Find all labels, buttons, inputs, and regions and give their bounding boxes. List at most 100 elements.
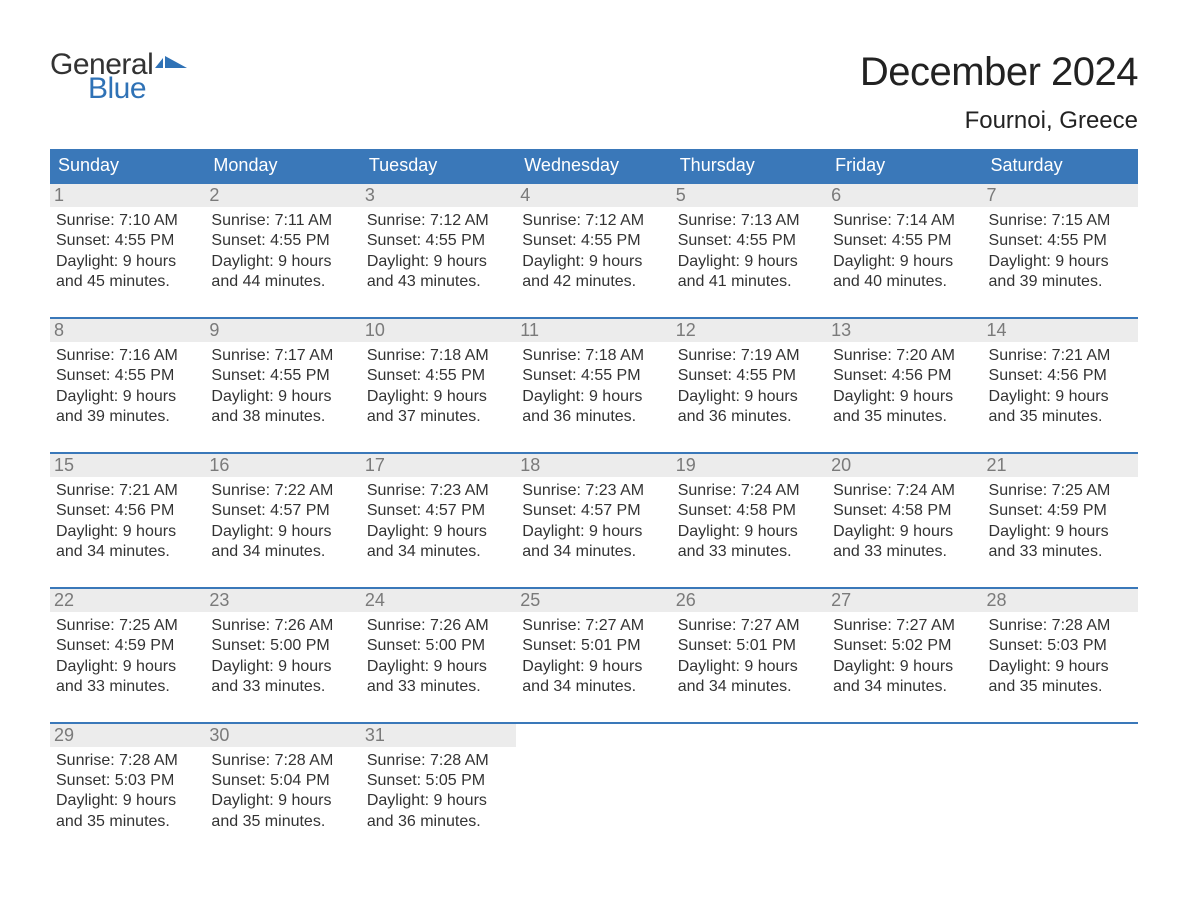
calendar-day: 20 Sunrise: 7:24 AM Sunset: 4:58 PM Dayli… bbox=[827, 454, 982, 563]
calendar-day: 27Sunrise: 7:27 AM Sunset: 5:02 PM Dayli… bbox=[827, 589, 982, 698]
day-details: Sunrise: 7:12 AM Sunset: 4:55 PM Dayligh… bbox=[522, 211, 665, 293]
day-details: Sunrise: 7:15 AM Sunset: 4:55 PM Dayligh… bbox=[989, 211, 1132, 293]
day-number: 17 bbox=[361, 454, 516, 477]
day-details: Sunrise: 7:26 AM Sunset: 5:00 PM Dayligh… bbox=[211, 616, 354, 698]
day-details: Sunrise: 7:28 AM Sunset: 5:05 PM Dayligh… bbox=[367, 751, 510, 833]
calendar-day: 24 Sunrise: 7:26 AM Sunset: 5:00 PM Dayli… bbox=[361, 589, 516, 698]
calendar-day: 4 Sunrise: 7:12 AM Sunset: 4:55 PM Daylig… bbox=[516, 184, 671, 293]
day-number: 8 bbox=[50, 319, 205, 342]
day-details: Sunrise: 7:11 AM Sunset: 4:55 PM Dayligh… bbox=[211, 211, 354, 293]
calendar-day: 6 Sunrise: 7:14 AM Sunset: 4:55 PM Daylig… bbox=[827, 184, 982, 293]
weekday-header: Sunday bbox=[50, 149, 205, 182]
day-number: 16 bbox=[205, 454, 360, 477]
day-number: 23 bbox=[205, 589, 360, 612]
day-details: Sunrise: 7:17 AM Sunset: 4:55 PM Dayligh… bbox=[211, 346, 354, 428]
calendar-day: 23 Sunrise: 7:26 AM Sunset: 5:00 PM Dayli… bbox=[205, 589, 360, 698]
day-number: 24 bbox=[361, 589, 516, 612]
weekday-header: Thursday bbox=[672, 149, 827, 182]
day-number: 10 bbox=[361, 319, 516, 342]
page-title: December 2024 bbox=[860, 50, 1138, 95]
calendar-day: 5 Sunrise: 7:13 AM Sunset: 4:55 PM Daylig… bbox=[672, 184, 827, 293]
calendar-day: 13Sunrise: 7:20 AM Sunset: 4:56 PM Dayli… bbox=[827, 319, 982, 428]
calendar-day: 28 Sunrise: 7:28 AM Sunset: 5:03 PM Dayli… bbox=[983, 589, 1138, 698]
calendar-day: 26 Sunrise: 7:27 AM Sunset: 5:01 PM Dayli… bbox=[672, 589, 827, 698]
calendar-day: 31Sunrise: 7:28 AM Sunset: 5:05 PM Dayli… bbox=[361, 724, 516, 833]
day-details: Sunrise: 7:27 AM Sunset: 5:02 PM Dayligh… bbox=[833, 616, 976, 698]
day-number: 19 bbox=[672, 454, 827, 477]
day-details: Sunrise: 7:22 AM Sunset: 4:57 PM Dayligh… bbox=[211, 481, 354, 563]
day-number: 14 bbox=[983, 319, 1138, 342]
day-number: 9 bbox=[205, 319, 360, 342]
calendar-day: 19 Sunrise: 7:24 AM Sunset: 4:58 PM Dayli… bbox=[672, 454, 827, 563]
day-number: 28 bbox=[983, 589, 1138, 612]
calendar-day: 29 Sunrise: 7:28 AM Sunset: 5:03 PM Dayli… bbox=[50, 724, 205, 833]
logo: General Blue bbox=[50, 50, 189, 104]
day-number: 7 bbox=[983, 184, 1138, 207]
day-number: 11 bbox=[516, 319, 671, 342]
day-number: 4 bbox=[516, 184, 671, 207]
day-details: Sunrise: 7:24 AM Sunset: 4:58 PM Dayligh… bbox=[678, 481, 821, 563]
day-number: 26 bbox=[672, 589, 827, 612]
day-details: Sunrise: 7:26 AM Sunset: 5:00 PM Dayligh… bbox=[367, 616, 510, 698]
day-number: 2 bbox=[205, 184, 360, 207]
day-details: Sunrise: 7:18 AM Sunset: 4:55 PM Dayligh… bbox=[522, 346, 665, 428]
day-details: Sunrise: 7:25 AM Sunset: 4:59 PM Dayligh… bbox=[56, 616, 199, 698]
day-details: Sunrise: 7:28 AM Sunset: 5:04 PM Dayligh… bbox=[211, 751, 354, 833]
day-number: 29 bbox=[50, 724, 205, 747]
day-number: 21 bbox=[983, 454, 1138, 477]
calendar-day: 22 Sunrise: 7:25 AM Sunset: 4:59 PM Dayli… bbox=[50, 589, 205, 698]
day-number: 6 bbox=[827, 184, 982, 207]
calendar-day: 8 Sunrise: 7:16 AM Sunset: 4:55 PM Daylig… bbox=[50, 319, 205, 428]
day-number: 5 bbox=[672, 184, 827, 207]
day-number: 15 bbox=[50, 454, 205, 477]
calendar-day: 25Sunrise: 7:27 AM Sunset: 5:01 PM Dayli… bbox=[516, 589, 671, 698]
calendar-day: 2 Sunrise: 7:11 AM Sunset: 4:55 PM Daylig… bbox=[205, 184, 360, 293]
day-details: Sunrise: 7:21 AM Sunset: 4:56 PM Dayligh… bbox=[989, 346, 1132, 428]
day-details: Sunrise: 7:10 AM Sunset: 4:55 PM Dayligh… bbox=[56, 211, 199, 293]
calendar-week: 15 Sunrise: 7:21 AM Sunset: 4:56 PM Dayli… bbox=[50, 452, 1138, 563]
weekday-header: Saturday bbox=[983, 149, 1138, 182]
day-number: 18 bbox=[516, 454, 671, 477]
day-details: Sunrise: 7:19 AM Sunset: 4:55 PM Dayligh… bbox=[678, 346, 821, 428]
day-details: Sunrise: 7:24 AM Sunset: 4:58 PM Dayligh… bbox=[833, 481, 976, 563]
day-details: Sunrise: 7:21 AM Sunset: 4:56 PM Dayligh… bbox=[56, 481, 199, 563]
calendar-day: 3Sunrise: 7:12 AM Sunset: 4:55 PM Daylig… bbox=[361, 184, 516, 293]
calendar-day: .. bbox=[827, 724, 982, 833]
day-details: Sunrise: 7:16 AM Sunset: 4:55 PM Dayligh… bbox=[56, 346, 199, 428]
calendar-day: 1Sunrise: 7:10 AM Sunset: 4:55 PM Daylig… bbox=[50, 184, 205, 293]
day-number: 13 bbox=[827, 319, 982, 342]
day-number: 30 bbox=[205, 724, 360, 747]
day-number: 22 bbox=[50, 589, 205, 612]
calendar-week: 29 Sunrise: 7:28 AM Sunset: 5:03 PM Dayli… bbox=[50, 722, 1138, 833]
day-details: Sunrise: 7:14 AM Sunset: 4:55 PM Dayligh… bbox=[833, 211, 976, 293]
day-number: 12 bbox=[672, 319, 827, 342]
calendar-day: 12 Sunrise: 7:19 AM Sunset: 4:55 PM Dayli… bbox=[672, 319, 827, 428]
weekday-header: Monday bbox=[205, 149, 360, 182]
day-details: Sunrise: 7:12 AM Sunset: 4:55 PM Dayligh… bbox=[367, 211, 510, 293]
calendar-day: 21 Sunrise: 7:25 AM Sunset: 4:59 PM Dayli… bbox=[983, 454, 1138, 563]
day-details: Sunrise: 7:28 AM Sunset: 5:03 PM Dayligh… bbox=[56, 751, 199, 833]
day-details: Sunrise: 7:28 AM Sunset: 5:03 PM Dayligh… bbox=[989, 616, 1132, 698]
calendar-day: 30 Sunrise: 7:28 AM Sunset: 5:04 PM Dayli… bbox=[205, 724, 360, 833]
day-number: 25 bbox=[516, 589, 671, 612]
weekday-header-row: SundayMondayTuesdayWednesdayThursdayFrid… bbox=[50, 149, 1138, 182]
day-number: 20 bbox=[827, 454, 982, 477]
calendar-day: 9 Sunrise: 7:17 AM Sunset: 4:55 PM Daylig… bbox=[205, 319, 360, 428]
calendar-week: 8 Sunrise: 7:16 AM Sunset: 4:55 PM Daylig… bbox=[50, 317, 1138, 428]
day-details: Sunrise: 7:27 AM Sunset: 5:01 PM Dayligh… bbox=[678, 616, 821, 698]
weekday-header: Friday bbox=[827, 149, 982, 182]
calendar-day: 11 Sunrise: 7:18 AM Sunset: 4:55 PM Dayli… bbox=[516, 319, 671, 428]
weekday-header: Tuesday bbox=[361, 149, 516, 182]
calendar-day: 18 Sunrise: 7:23 AM Sunset: 4:57 PM Dayli… bbox=[516, 454, 671, 563]
calendar-day: 7 Sunrise: 7:15 AM Sunset: 4:55 PM Daylig… bbox=[983, 184, 1138, 293]
calendar: SundayMondayTuesdayWednesdayThursdayFrid… bbox=[50, 149, 1138, 832]
calendar-week: 22 Sunrise: 7:25 AM Sunset: 4:59 PM Dayli… bbox=[50, 587, 1138, 698]
day-details: Sunrise: 7:23 AM Sunset: 4:57 PM Dayligh… bbox=[522, 481, 665, 563]
calendar-day: .. bbox=[983, 724, 1138, 833]
calendar-day: 10Sunrise: 7:18 AM Sunset: 4:55 PM Dayli… bbox=[361, 319, 516, 428]
day-details: Sunrise: 7:13 AM Sunset: 4:55 PM Dayligh… bbox=[678, 211, 821, 293]
logo-word-blue: Blue bbox=[88, 74, 189, 104]
day-details: Sunrise: 7:25 AM Sunset: 4:59 PM Dayligh… bbox=[989, 481, 1132, 563]
calendar-week: 1Sunrise: 7:10 AM Sunset: 4:55 PM Daylig… bbox=[50, 182, 1138, 293]
weekday-header: Wednesday bbox=[516, 149, 671, 182]
